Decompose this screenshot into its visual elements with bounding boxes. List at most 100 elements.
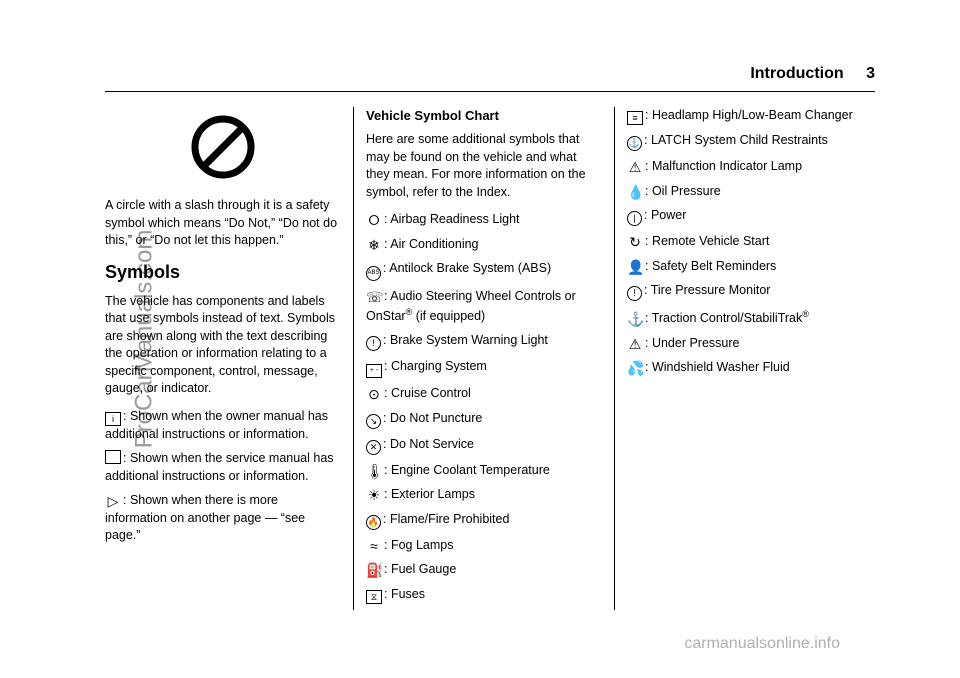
puncture-icon: ↘ (366, 414, 381, 429)
lamps-icon: ☀ (366, 488, 382, 503)
washer-icon: 💦 (627, 361, 643, 376)
symbol-see-page: ▷: Shown when there is more information … (105, 492, 341, 545)
sym-lamps-text: : Exterior Lamps (384, 487, 475, 501)
reg-mark-2: ® (802, 309, 809, 319)
sym-washer-text: : Windshield Washer Fluid (645, 360, 790, 374)
sym-coolant-text: : Engine Coolant Temperature (384, 463, 550, 477)
pressure-icon: ⚠ (627, 337, 643, 352)
sym-noservice: ✕: Do Not Service (366, 436, 602, 455)
sym-headlamp-text: : Headlamp High/Low-Beam Changer (645, 108, 853, 122)
sym-oil-text: : Oil Pressure (645, 184, 721, 198)
symbol-owner-manual: i: Shown when the owner manual has addit… (105, 408, 341, 444)
service-manual-icon (105, 450, 121, 464)
sym-latch: ⚓: LATCH System Child Restraints (627, 132, 863, 151)
sym-fuses: ⧖: Fuses (366, 586, 602, 604)
sym-abs-text: : Antilock Brake System (ABS) (383, 261, 551, 275)
sym-lamps: ☀: Exterior Lamps (366, 486, 602, 504)
sym-mil: ⚠: Malfunction Indicator Lamp (627, 158, 863, 176)
airbag-icon: ⭘ (366, 213, 382, 228)
sym-mil-text: : Malfunction Indicator Lamp (645, 159, 802, 173)
fog-icon: ≈ (366, 539, 382, 554)
sym-ac: ❄: Air Conditioning (366, 236, 602, 254)
prohibit-icon (188, 112, 258, 182)
power-icon: | (627, 211, 642, 226)
belt-icon: 👤 (627, 260, 643, 275)
symbols-heading: Symbols (105, 260, 341, 285)
sym-ac-text: : Air Conditioning (384, 237, 479, 251)
sym-abs: ABS: Antilock Brake System (ABS) (366, 260, 602, 281)
sym-charge-text: : Charging System (384, 359, 487, 373)
symbols-paragraph: The vehicle has components and labels th… (105, 293, 341, 398)
sym-power-text: : Power (644, 208, 686, 222)
ac-icon: ❄ (366, 238, 382, 253)
sym-charge: + -: Charging System (366, 358, 602, 378)
sym-fog: ≈: Fog Lamps (366, 537, 602, 555)
flame-icon: 🔥 (366, 515, 381, 530)
sym-brake-text: : Brake System Warning Light (383, 333, 548, 347)
sym-pressure: ⚠: Under Pressure (627, 335, 863, 353)
symbol-owner-text: : Shown when the owner manual has additi… (105, 409, 328, 441)
chart-intro: Here are some additional symbols that ma… (366, 131, 602, 201)
sym-airbag-text: : Airbag Readiness Light (384, 212, 520, 226)
symbol-seepage-text: : Shown when there is more information o… (105, 493, 305, 542)
sym-oil: 💧: Oil Pressure (627, 183, 863, 201)
abs-icon: ABS (366, 266, 381, 281)
sym-audio-suffix: (if equipped) (412, 309, 485, 323)
sym-remote-text: : Remote Vehicle Start (645, 234, 769, 248)
sym-flame: 🔥: Flame/Fire Prohibited (366, 511, 602, 530)
sym-fuel-text: : Fuel Gauge (384, 562, 456, 576)
charge-icon: + - (366, 364, 382, 378)
chart-heading: Vehicle Symbol Chart (366, 107, 602, 125)
sym-brake: !: Brake System Warning Light (366, 332, 602, 351)
symbol-service-manual: : Shown when the service manual has addi… (105, 450, 341, 485)
coolant-icon: 🌡 (366, 464, 382, 479)
traction-icon: ⚓ (627, 312, 643, 327)
column-2: Vehicle Symbol Chart Here are some addit… (353, 107, 614, 610)
sym-puncture: ↘: Do Not Puncture (366, 410, 602, 429)
sym-pressure-text: : Under Pressure (645, 336, 739, 350)
sym-noservice-text: : Do Not Service (383, 437, 474, 451)
sym-airbag: ⭘: Airbag Readiness Light (366, 211, 602, 229)
audio-icon: ☏ (366, 290, 382, 305)
columns: A circle with a slash through it is a sa… (105, 107, 875, 610)
column-1: A circle with a slash through it is a sa… (105, 107, 353, 610)
sym-power: |: Power (627, 207, 863, 226)
symbol-service-text: : Shown when the service manual has addi… (105, 451, 334, 483)
sym-tire-text: : Tire Pressure Monitor (644, 283, 770, 297)
fuel-icon: ⛽ (366, 563, 382, 578)
tire-icon: ! (627, 286, 642, 301)
brake-icon: ! (366, 336, 381, 351)
owner-manual-icon: i (105, 412, 121, 426)
page-header: Introduction 3 (105, 65, 875, 92)
sym-belt-text: : Safety Belt Reminders (645, 259, 776, 273)
mil-icon: ⚠ (627, 160, 643, 175)
header-page-number: 3 (866, 65, 875, 82)
remote-icon: ↻ (627, 235, 643, 250)
oil-icon: 💧 (627, 185, 643, 200)
column-3: ≡: Headlamp High/Low-Beam Changer ⚓: LAT… (614, 107, 875, 610)
sym-coolant: 🌡: Engine Coolant Temperature (366, 462, 602, 480)
fuses-icon: ⧖ (366, 590, 382, 604)
sym-fuses-text: : Fuses (384, 587, 425, 601)
cruise-icon: ⊙ (366, 387, 382, 402)
watermark-bottom: carmanualsonline.info (684, 635, 840, 653)
sym-tire: !: Tire Pressure Monitor (627, 282, 863, 301)
noservice-icon: ✕ (366, 440, 381, 455)
see-page-icon: ▷ (105, 494, 121, 509)
sym-flame-text: : Flame/Fire Prohibited (383, 512, 509, 526)
sym-washer: 💦: Windshield Washer Fluid (627, 359, 863, 377)
sym-latch-text: : LATCH System Child Restraints (644, 133, 828, 147)
headlamp-icon: ≡ (627, 111, 643, 125)
sym-cruise-text: : Cruise Control (384, 386, 471, 400)
sym-remote: ↻: Remote Vehicle Start (627, 233, 863, 251)
sym-cruise: ⊙: Cruise Control (366, 385, 602, 403)
sym-puncture-text: : Do Not Puncture (383, 411, 482, 425)
sym-fuel: ⛽: Fuel Gauge (366, 561, 602, 579)
sym-fog-text: : Fog Lamps (384, 538, 453, 552)
sym-audio: ☏: Audio Steering Wheel Controls or OnSt… (366, 288, 602, 325)
prohibit-description: A circle with a slash through it is a sa… (105, 197, 341, 250)
page-content: Introduction 3 A circle with a slash thr… (105, 65, 875, 618)
header-section: Introduction (750, 65, 843, 82)
sym-headlamp: ≡: Headlamp High/Low-Beam Changer (627, 107, 863, 125)
latch-icon: ⚓ (627, 136, 642, 151)
